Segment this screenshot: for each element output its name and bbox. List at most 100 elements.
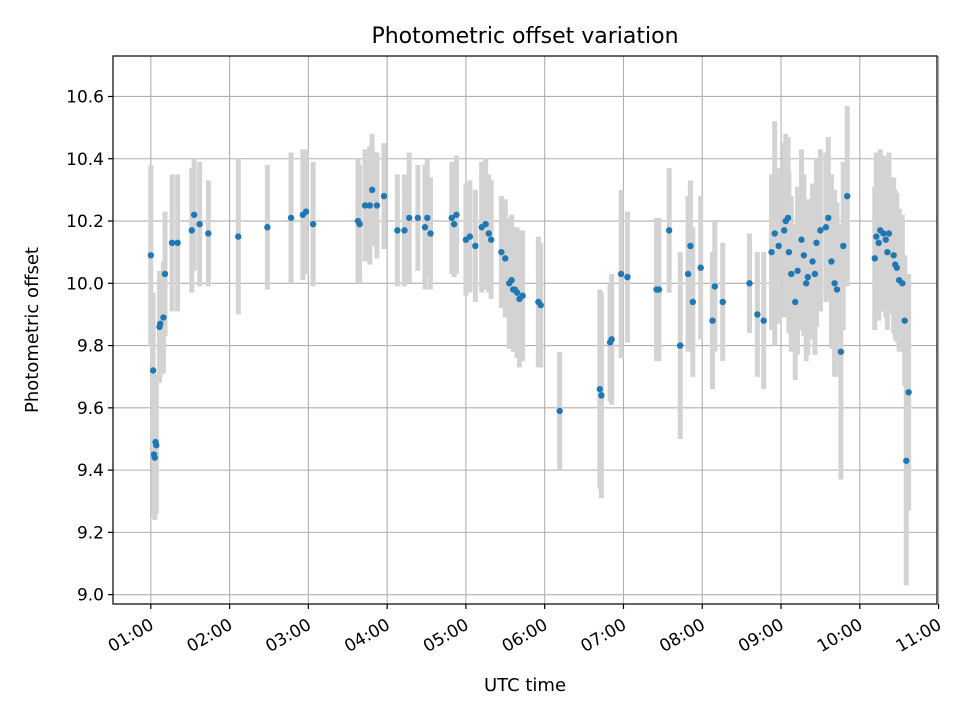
data-point <box>775 242 782 250</box>
data-point <box>905 389 912 396</box>
data-point <box>466 233 474 240</box>
y-tick-label: 10.6 <box>66 87 104 107</box>
plot-frame <box>112 55 938 605</box>
data-point <box>513 289 521 296</box>
data-point <box>617 270 625 278</box>
data-point <box>831 280 838 287</box>
data-point <box>414 214 422 222</box>
data-point <box>487 236 495 243</box>
data-point <box>147 252 155 259</box>
x-tick-label: 08:00 <box>656 615 708 657</box>
data-point <box>840 242 847 250</box>
data-point <box>498 248 505 256</box>
data-point <box>485 230 492 237</box>
data-point <box>502 255 509 262</box>
data-point <box>689 298 696 306</box>
data-point <box>190 211 198 218</box>
data-point <box>153 442 160 449</box>
data-point <box>833 286 841 293</box>
data-point <box>813 239 820 247</box>
data-point <box>149 367 157 374</box>
data-point <box>676 342 684 349</box>
data-point <box>309 220 317 228</box>
y-axis-label: Photometric offset <box>22 247 43 413</box>
x-ticks: 01:00 02:00 03:00 04:00 05:00 06:00 07:00 08:00… <box>105 604 945 657</box>
data-point <box>655 286 663 293</box>
data-point <box>405 214 413 222</box>
data-point <box>373 202 381 209</box>
data-point <box>899 280 906 287</box>
x-tick-label: 09:00 <box>735 615 787 657</box>
x-tick-label: 04:00 <box>341 615 393 657</box>
x-axis-label: UTC time <box>484 675 566 696</box>
data-point <box>196 220 203 228</box>
data-point <box>472 242 479 250</box>
data-point <box>817 227 824 234</box>
data-point <box>427 230 434 237</box>
data-point <box>453 211 460 218</box>
data-point <box>596 385 604 393</box>
data-point <box>768 248 775 256</box>
x-tick-label: 07:00 <box>578 615 630 657</box>
data-point <box>205 230 212 237</box>
data-point <box>890 252 897 259</box>
data-point <box>448 214 455 222</box>
x-tick-label: 05:00 <box>420 615 472 657</box>
data-point <box>361 202 369 209</box>
data-point <box>598 392 605 399</box>
data-point <box>235 233 242 240</box>
data-point <box>771 230 778 237</box>
data-point <box>873 233 880 240</box>
data-point <box>665 227 673 234</box>
data-point <box>882 236 889 243</box>
y-tick-label: 9.4 <box>77 461 104 481</box>
data-point <box>871 255 878 262</box>
y-tick-label: 10.0 <box>66 274 104 294</box>
data-point <box>798 236 805 243</box>
data-point <box>809 258 816 265</box>
data-point <box>784 214 792 222</box>
x-tick-label: 10:00 <box>814 615 866 657</box>
data-point <box>450 220 458 228</box>
data-point <box>508 276 515 284</box>
data-point <box>394 227 401 234</box>
data-point <box>174 239 181 247</box>
data-point <box>903 457 910 464</box>
data-point <box>687 242 694 250</box>
data-point <box>684 270 692 278</box>
data-point <box>785 248 793 256</box>
x-tick-label: 11:00 <box>893 615 945 657</box>
data-point <box>811 270 819 278</box>
data-point <box>161 270 169 278</box>
data-point <box>804 273 812 281</box>
data-point <box>794 267 801 275</box>
data-point <box>719 298 726 306</box>
data-point <box>157 320 164 327</box>
x-tick-label: 02:00 <box>184 615 236 657</box>
data-point <box>624 273 631 281</box>
data-point <box>760 317 767 324</box>
data-point <box>885 230 893 237</box>
data-point <box>302 208 310 215</box>
data-point <box>825 214 832 222</box>
data-point <box>697 264 704 271</box>
data-point <box>709 317 716 324</box>
data-point <box>754 311 761 318</box>
data-point <box>519 292 526 299</box>
data-point <box>746 280 753 287</box>
data-point <box>356 220 363 228</box>
data-point <box>822 224 830 231</box>
data-point <box>421 224 429 231</box>
data-point <box>803 280 810 287</box>
data-point <box>788 270 795 278</box>
data-point <box>188 227 195 234</box>
y-tick-label: 9.6 <box>77 399 104 419</box>
x-tick-label: 01:00 <box>105 615 157 657</box>
data-point <box>843 192 851 200</box>
y-tick-label: 9.8 <box>77 337 104 357</box>
data-point <box>368 186 376 194</box>
chart-title: Photometric offset variation <box>371 24 678 49</box>
data-point <box>800 252 808 259</box>
data-point <box>792 298 799 306</box>
